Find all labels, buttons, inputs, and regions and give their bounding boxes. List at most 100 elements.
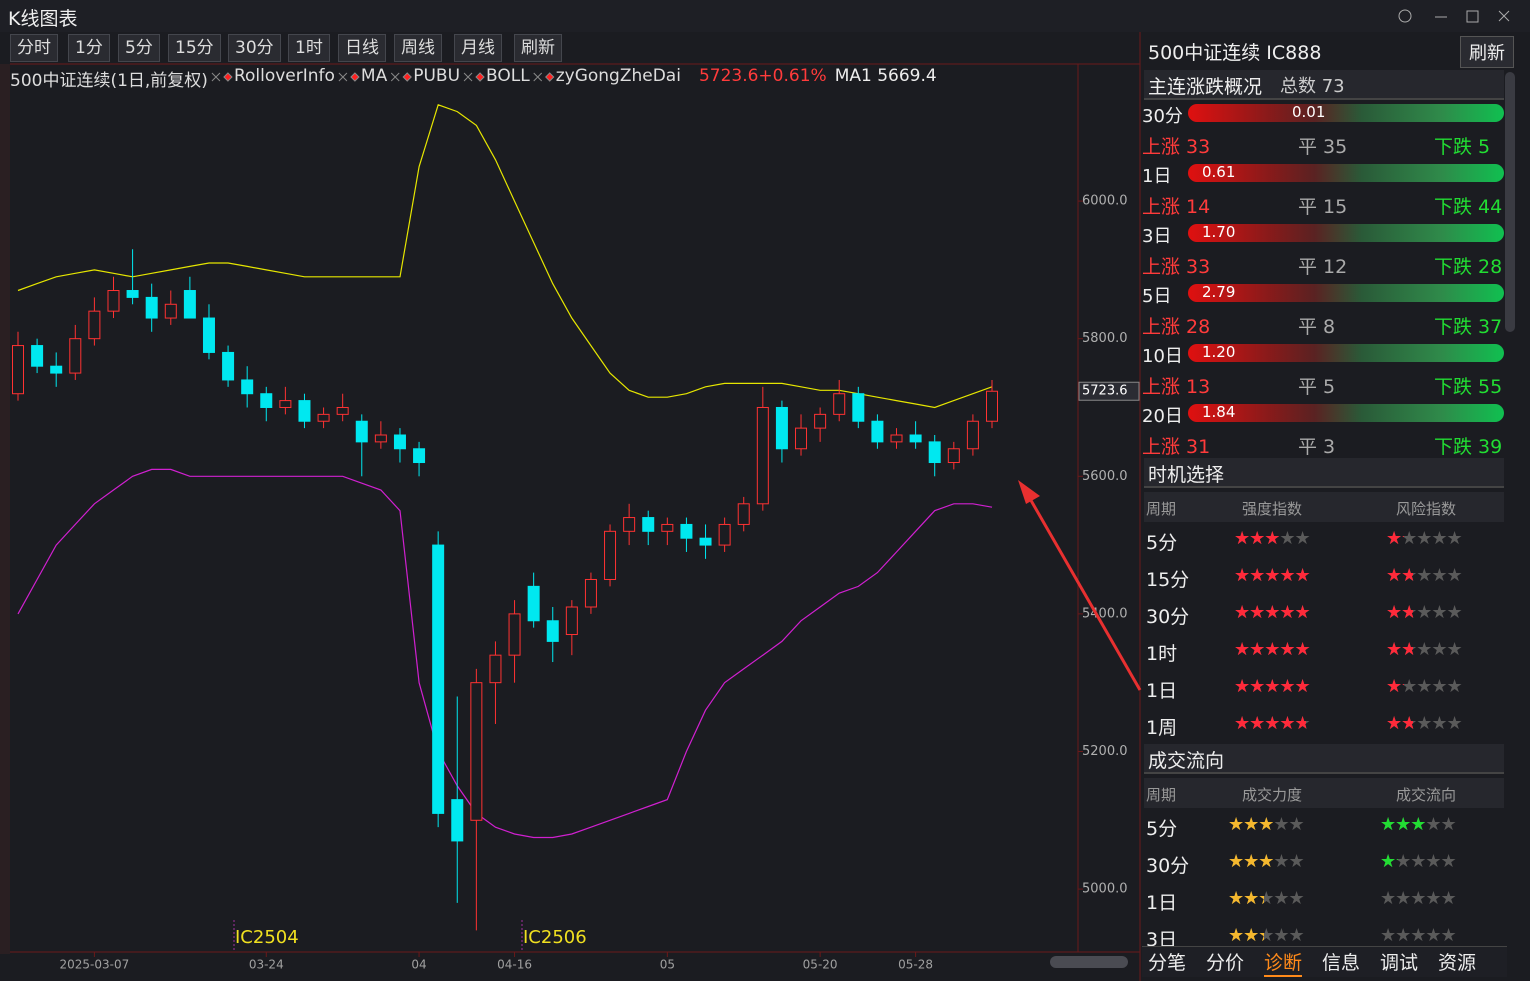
rating-fill: ★★★★★ bbox=[1234, 602, 1311, 623]
rating-stars: ★★★★★★★★★★ bbox=[1228, 851, 1305, 872]
tab[interactable]: 信息 bbox=[1322, 952, 1361, 974]
rating-stars: ★★★★★★★★★★ bbox=[1234, 565, 1324, 587]
down-count: 下跌 55 bbox=[1434, 376, 1503, 398]
rating-stars: ★★★★★★★★★★ bbox=[1228, 888, 1305, 909]
period-label: 20日 bbox=[1142, 406, 1183, 427]
toolbar-button[interactable]: 5分 bbox=[118, 34, 160, 62]
candle-body bbox=[260, 393, 273, 408]
candle-body bbox=[31, 345, 44, 367]
candle-body bbox=[241, 379, 254, 395]
candle-body bbox=[355, 420, 368, 443]
rating-stars: ★★★★★★★★★★ bbox=[1234, 713, 1311, 734]
boll-line bbox=[17, 468, 993, 839]
rating-fill: ★★★★★ bbox=[1234, 713, 1306, 734]
candle-body bbox=[508, 613, 521, 656]
y-tick-label: 6000.0 bbox=[1082, 194, 1128, 209]
pointer-arrow bbox=[1023, 489, 1142, 691]
candle-body bbox=[12, 345, 24, 395]
legend-marker bbox=[338, 72, 360, 82]
period-label: 5分 bbox=[1146, 532, 1178, 554]
rating-fill: ★★★★★ bbox=[1228, 851, 1273, 872]
up-count: 上涨 28 bbox=[1142, 316, 1211, 338]
heat-bar bbox=[1188, 224, 1504, 242]
refresh-button[interactable]: 刷新 bbox=[1460, 36, 1514, 68]
tab[interactable]: 诊断 bbox=[1264, 948, 1303, 977]
window-controls[interactable] bbox=[1395, 6, 1520, 26]
candle-body bbox=[718, 523, 731, 546]
legend-item: MA bbox=[360, 66, 388, 86]
heat-value: 0.01 bbox=[1292, 103, 1326, 121]
toolbar-button[interactable]: 分时 bbox=[10, 34, 58, 62]
toolbar-button[interactable]: 30分 bbox=[228, 34, 281, 62]
toolbar-button[interactable]: 1时 bbox=[288, 34, 330, 62]
tab[interactable]: 分笔 bbox=[1148, 952, 1187, 974]
candle-body bbox=[164, 303, 177, 319]
table-header-bg bbox=[1144, 492, 1504, 522]
legend-quote: 5723.6+0.61% bbox=[698, 66, 827, 86]
period-label: 30分 bbox=[1146, 606, 1190, 628]
flat-count: 平 8 bbox=[1298, 316, 1336, 338]
section-header bbox=[1144, 70, 1504, 100]
toolbar-button[interactable]: 15分 bbox=[168, 34, 221, 62]
rating-fill: ★★★★★ bbox=[1386, 713, 1413, 734]
legend-close bbox=[339, 68, 347, 76]
up-count: 上涨 31 bbox=[1142, 436, 1211, 458]
tab[interactable]: 分价 bbox=[1206, 952, 1245, 974]
legend-ma: MA1 5669.4 bbox=[834, 66, 937, 86]
period-label: 1日 bbox=[1142, 166, 1172, 187]
rating-stars: ★★★★★★★★★★ bbox=[1234, 528, 1311, 549]
candle-body bbox=[966, 420, 979, 450]
instrument-name: 500中证连续 IC888 bbox=[1148, 42, 1322, 64]
title-bar: K线图表 bbox=[0, 0, 1530, 32]
toolbar-button[interactable]: 周线 bbox=[394, 34, 442, 62]
legend-close bbox=[212, 68, 220, 76]
period-label: 3日 bbox=[1146, 929, 1178, 951]
x-tick-label: 04 bbox=[411, 958, 426, 972]
rating-stars: ★★★★★★★★★★ bbox=[1386, 676, 1463, 697]
rating-fill: ★★★★★ bbox=[1228, 888, 1264, 909]
contract-label: IC2504 bbox=[235, 927, 299, 948]
candle-body bbox=[202, 317, 215, 353]
legend-item: 500中证连续(1日,前复权) bbox=[10, 71, 208, 91]
section-title: 主连涨跌概况 bbox=[1148, 76, 1263, 98]
toolbar-button[interactable]: 月线 bbox=[454, 34, 502, 62]
heat-value: 1.20 bbox=[1202, 343, 1236, 361]
legend-item: zyGongZheDai bbox=[555, 66, 681, 86]
period-label: 15分 bbox=[1146, 569, 1190, 591]
table-header: 周期 bbox=[1146, 500, 1177, 518]
candle-body bbox=[852, 393, 865, 422]
rating-stars: ★★★★★★★★★★ bbox=[1380, 925, 1457, 946]
y-tick-label: 5200.0 bbox=[1082, 744, 1128, 759]
candle-body bbox=[833, 393, 846, 415]
section-title: 时机选择 bbox=[1148, 464, 1225, 486]
scrollbar[interactable] bbox=[1505, 72, 1515, 332]
period-label: 5日 bbox=[1142, 286, 1172, 307]
tab[interactable]: 资源 bbox=[1438, 952, 1477, 974]
flat-count: 平 15 bbox=[1298, 196, 1348, 218]
period-label: 10日 bbox=[1142, 346, 1183, 367]
candle-body bbox=[413, 448, 426, 464]
candle-body bbox=[909, 434, 922, 443]
x-tick-label: 2025-03-07 bbox=[60, 958, 130, 972]
y-tick-label: 5800.0 bbox=[1082, 331, 1128, 346]
candle-body bbox=[88, 310, 101, 340]
candle-body bbox=[661, 523, 674, 532]
tab[interactable]: 调试 bbox=[1380, 952, 1419, 974]
up-count: 上涨 33 bbox=[1142, 136, 1211, 158]
down-count: 下跌 5 bbox=[1434, 136, 1491, 158]
legend-item: RolloverInfo bbox=[233, 66, 335, 86]
window-title: K线图表 bbox=[8, 8, 78, 30]
candle-body bbox=[947, 448, 960, 464]
heat-bar bbox=[1188, 164, 1504, 182]
candle-body bbox=[298, 400, 311, 422]
y-tick-label: 5400.0 bbox=[1082, 606, 1128, 621]
candle-body bbox=[317, 413, 330, 422]
table-header-bg bbox=[1144, 778, 1504, 808]
rating-fill: ★★★★★ bbox=[1386, 565, 1413, 586]
candle-body bbox=[928, 441, 941, 464]
table-header: 风险指数 bbox=[1396, 500, 1457, 518]
candle-body bbox=[374, 434, 387, 443]
toolbar-button[interactable]: 日线 bbox=[338, 34, 386, 62]
toolbar-button[interactable]: 刷新 bbox=[514, 34, 562, 62]
toolbar-button[interactable]: 1分 bbox=[68, 34, 110, 62]
